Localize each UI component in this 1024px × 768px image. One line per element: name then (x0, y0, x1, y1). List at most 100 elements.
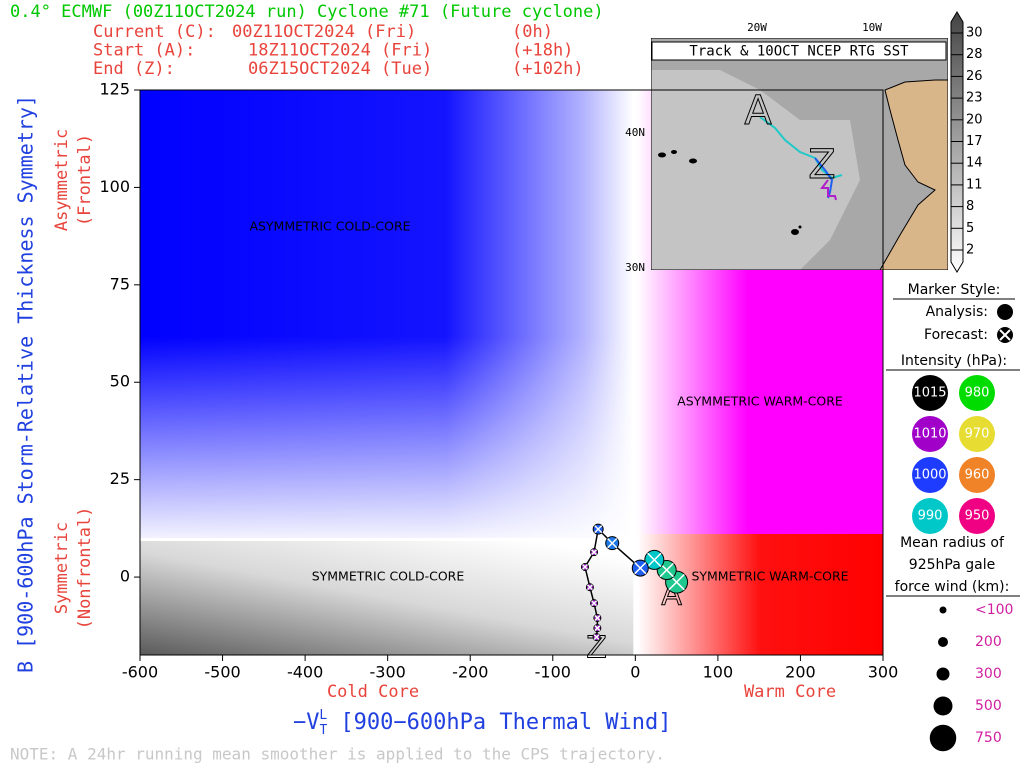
quadrant-label: ASYMMETRIC COLD-CORE (249, 219, 410, 234)
forecast-cross (581, 563, 588, 570)
intensity-label: 950 (965, 509, 990, 524)
quadrant-label: SYMMETRIC WARM-CORE (691, 569, 848, 584)
intensity-swatch (912, 375, 948, 411)
inset-map (651, 38, 948, 270)
x-axis-label-part: −V (293, 710, 320, 735)
chart-title: 0.4° ECMWF (00Z11OCT2024 run) Cyclone #7… (10, 2, 604, 22)
map-lon-label: 20W (747, 21, 767, 34)
info-text: (+18h) (512, 41, 573, 61)
radius-label: 300 (975, 666, 1002, 682)
x-tick-label: -400 (287, 663, 323, 682)
legend-text: Analysis: (926, 304, 988, 320)
colorbar-label: 8 (966, 199, 974, 214)
x-side-label: Warm Core (744, 682, 836, 702)
x-tick-label: -500 (204, 663, 240, 682)
forecast-cross (647, 552, 662, 568)
colorbar-label: 26 (966, 69, 983, 84)
forecast-cross (591, 549, 598, 556)
phase-background (140, 90, 883, 655)
x-tick-label: 200 (785, 663, 816, 682)
y-side-label: (Nonfrontal) (75, 507, 95, 630)
quadrant-fade (140, 90, 634, 538)
intensity-label: 980 (965, 386, 990, 401)
colorbar-label: 5 (966, 221, 974, 236)
y-tick-label: 25 (110, 469, 130, 488)
legend-heading: force wind (km): (895, 579, 1010, 595)
x-axis-label-part: [900−600hPa Thermal Wind] (327, 710, 671, 735)
map-title-box (651, 41, 947, 61)
map-start-letter: A (744, 88, 772, 134)
y-axis-label: B [900-600hPa Storm-Relative Thickness S… (14, 95, 38, 673)
info-text: Current (C): (93, 22, 216, 42)
radius-swatch (936, 667, 950, 681)
x-tick-label: -600 (122, 663, 158, 682)
forecast-cross (591, 600, 598, 607)
intensity-swatch (959, 457, 995, 493)
map-lat-label: 40N (625, 126, 645, 139)
intensity-swatch (959, 375, 995, 411)
map-end-letter: Z (808, 142, 835, 188)
quadrant-label: ASYMMETRIC WARM-CORE (677, 394, 843, 409)
note: NOTE: A 24hr running mean smoother is ap… (10, 745, 665, 764)
y-tick-label: 75 (110, 274, 130, 293)
legend-forecast-cross (999, 329, 1011, 341)
quadrant-sym-warm (637, 534, 883, 655)
sst-band (651, 70, 860, 270)
forecast-cross (594, 625, 601, 632)
y-tick-label: 125 (99, 80, 130, 99)
forecast-cross (594, 615, 601, 621)
x-tick-label: 100 (703, 663, 734, 682)
legend-heading: Intensity (hPa): (901, 353, 1007, 369)
x-tick-label: -300 (370, 663, 406, 682)
colorbar-label: 30 (966, 26, 983, 41)
info-text: 18Z11OCT2024 (Fri) (248, 41, 432, 61)
intensity-swatch (959, 498, 995, 534)
intensity-swatch (912, 498, 948, 534)
map-lat-label: 30N (625, 261, 645, 274)
map-track (820, 179, 837, 201)
radius-swatch (939, 606, 947, 614)
colorbar-label: 17 (966, 134, 983, 149)
colorbar-label: 28 (966, 47, 983, 62)
info-text: (+102h) (512, 59, 584, 79)
foreground: 0.4° ECMWF (00Z11OCT2024 run) Cyclone #7… (10, 2, 1020, 764)
y-side-label: Symmetric (52, 522, 72, 614)
legend-heading: 925hPa gale (909, 557, 995, 573)
intensity-swatch (912, 416, 948, 452)
colorbar-label: 2 (966, 243, 974, 258)
radius-swatch (938, 637, 948, 647)
x-tick-label: 0 (630, 663, 640, 682)
intensity-swatch (959, 416, 995, 452)
intensity-label: 960 (965, 468, 990, 483)
info-text: Start (A): (93, 41, 195, 61)
quadrant-sym-cold (140, 541, 634, 655)
radius-swatch (933, 696, 953, 716)
info-text: 00Z11OCT2024 (Fri) (232, 22, 416, 42)
quadrant-label: SYMMETRIC COLD-CORE (312, 569, 465, 584)
colorbar-label: 11 (966, 177, 983, 192)
info-text: End (Z): (93, 59, 175, 79)
y-tick-label: 0 (120, 567, 130, 586)
radius-label: 750 (975, 730, 1002, 746)
forecast-cross (607, 538, 618, 549)
plot-border (139, 89, 884, 656)
x-side-label: Cold Core (327, 682, 419, 702)
y-side-label: Asymmetric (52, 129, 72, 231)
x-axis-label-part: L (319, 708, 327, 723)
radius-label: <100 (975, 602, 1013, 618)
y-side-label: (Frontal) (75, 134, 95, 226)
colorbar-label: 20 (966, 112, 983, 127)
colorbar-label: 23 (966, 91, 983, 106)
legend-analysis-marker (997, 304, 1013, 320)
land (879, 79, 948, 270)
x-axis-label: −VTL [900−600hPa Thermal Wind] (293, 708, 672, 738)
forecast-cross (593, 634, 600, 641)
forecast-cross (594, 525, 603, 534)
legend-heading: Marker Style: (908, 282, 1001, 298)
forecast-cross (586, 584, 593, 591)
intensity-label: 990 (918, 509, 943, 524)
intensity-label: 1000 (913, 468, 946, 483)
forecast-cross (634, 561, 647, 575)
intensity-label: 1010 (913, 427, 946, 442)
